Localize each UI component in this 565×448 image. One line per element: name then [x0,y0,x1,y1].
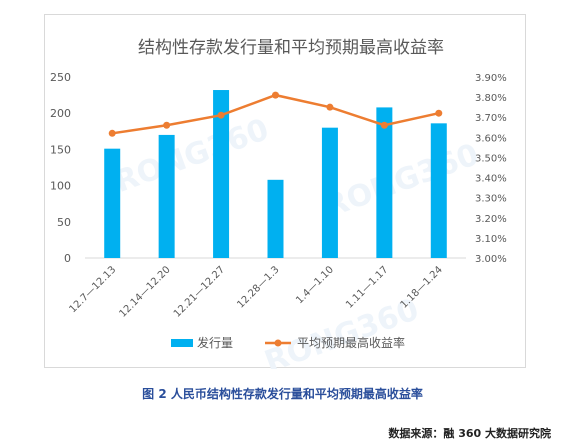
line-point [380,121,388,129]
y-right-tick-label: 3.70% [475,113,507,124]
figure-caption: 图 2 人民币结构性存款发行量和平均预期最高收益率 [142,387,423,401]
legend: 发行量 平均预期最高收益率 [171,335,405,350]
watermark-text: RONG360 [320,137,483,225]
bar [321,127,338,259]
y-left-tick-label: 100 [50,180,71,193]
legend-line-marker [274,339,282,347]
line-point [435,109,443,117]
bar [376,107,393,259]
bar [430,123,447,258]
y-left-tick-label: 250 [50,71,71,84]
x-tick-label: 12.7—12.13 [67,264,118,315]
x-tick-label: 12.28—1.3 [235,264,281,310]
line-point [163,121,171,129]
line-point [326,103,334,111]
y-left-tick-label: 50 [57,216,71,229]
y-right-tick-label: 3.80% [475,93,507,104]
y-right-tick-label: 3.10% [475,234,507,245]
bar [267,179,284,258]
y-right-tick-label: 3.20% [475,214,507,225]
y-left-tick-label: 0 [64,252,71,265]
bar [213,90,230,258]
bar [104,148,121,258]
bar [158,134,175,258]
x-tick-label: 1.4—1.10 [294,264,336,306]
y-right-tick-label: 3.50% [475,153,507,164]
watermark-text: RONG360 [110,112,273,200]
chart-frame: RONG360 RONG360 RONG360 结构性存款发行量和平均预期最高收益率… [44,14,526,369]
x-tick-label: 12.14—12.20 [117,264,172,319]
data-source: 数据来源：融 360 大数据研究院 [388,427,551,440]
x-tick-label: 12.21—12.27 [172,264,227,319]
legend-line-label: 平均预期最高收益率 [297,335,405,350]
y-right-tick-label: 3.40% [475,174,507,185]
line-point [217,111,225,119]
y-left-tick-label: 200 [50,107,71,120]
line-point [108,129,116,137]
legend-bar-label: 发行量 [197,335,233,350]
line-point [272,91,279,99]
y-right-tick-label: 3.30% [475,194,507,205]
chart-title: 结构性存款发行量和平均预期最高收益率 [138,38,444,58]
y-right-tick-label: 3.00% [475,254,507,265]
y-right-tick-label: 3.90% [475,73,507,84]
x-tick-label: 1.18—1.24 [399,264,445,310]
y-left-tick-label: 150 [50,143,71,156]
legend-bar-swatch [171,339,193,347]
y-right-tick-label: 3.60% [475,133,507,144]
